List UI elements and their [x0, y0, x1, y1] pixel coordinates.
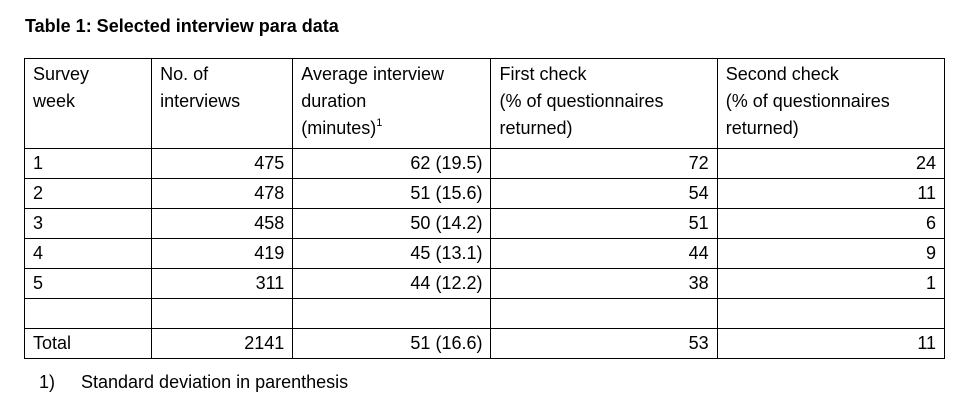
cell-total-first-check: 53 — [490, 328, 718, 359]
table-row: 4 419 45 (13.1) 44 9 — [23, 238, 946, 269]
cell-interviews: 458 — [151, 208, 294, 239]
table-row: 5 311 44 (12.2) 38 1 — [23, 268, 946, 299]
cell-week: 1 — [23, 148, 153, 179]
cell-first-check: 38 — [490, 268, 718, 299]
cell-second-check: 24 — [716, 148, 946, 179]
cell-interviews: 419 — [151, 238, 294, 269]
cell-first-check: 44 — [490, 238, 718, 269]
table-row: 1 475 62 (19.5) 72 24 — [23, 148, 946, 179]
cell-week: 3 — [23, 208, 153, 239]
cell-second-check: 6 — [716, 208, 946, 239]
cell-total-second-check: 11 — [716, 328, 946, 359]
cell-second-check: 11 — [716, 178, 946, 209]
header-second-check: Second check (% of questionnaires return… — [716, 58, 946, 149]
footnote-ref: 1 — [376, 117, 383, 129]
header-row: Survey week No. of interviews Average in… — [23, 58, 946, 149]
cell-duration: 44 (12.2) — [292, 268, 492, 299]
footnote: 1) Standard deviation in parenthesis — [39, 372, 348, 393]
table-row: 3 458 50 (14.2) 51 6 — [23, 208, 946, 239]
cell-duration: 50 (14.2) — [292, 208, 492, 239]
cell-week: 2 — [23, 178, 153, 209]
cell-first-check: 54 — [490, 178, 718, 209]
header-first-check: First check (% of questionnaires returne… — [490, 58, 718, 149]
header-duration: Average interview duration (minutes)1 — [292, 58, 492, 149]
empty-row — [23, 298, 946, 329]
cell-interviews: 475 — [151, 148, 294, 179]
cell-total-duration: 51 (16.6) — [292, 328, 492, 359]
interview-data-table: Survey week No. of interviews Average in… — [23, 58, 946, 359]
footnote-text: Standard deviation in parenthesis — [81, 372, 349, 392]
cell-week: 5 — [23, 268, 153, 299]
cell-first-check: 51 — [490, 208, 718, 239]
cell-interviews: 478 — [151, 178, 294, 209]
total-row: Total 2141 51 (16.6) 53 11 — [23, 328, 946, 359]
cell-second-check: 1 — [716, 268, 946, 299]
cell-total-label: Total — [23, 328, 153, 359]
header-interviews: No. of interviews — [151, 58, 294, 149]
header-survey-week: Survey week — [23, 58, 153, 149]
cell-interviews: 311 — [151, 268, 294, 299]
table-title: Table 1: Selected interview para data — [25, 16, 339, 36]
footnote-marker: 1) — [39, 372, 56, 392]
table-row: 2 478 51 (15.6) 54 11 — [23, 178, 946, 209]
cell-second-check: 9 — [716, 238, 946, 269]
cell-duration: 62 (19.5) — [292, 148, 492, 179]
cell-total-interviews: 2141 — [151, 328, 294, 359]
cell-week: 4 — [23, 238, 153, 269]
cell-duration: 51 (15.6) — [292, 178, 492, 209]
cell-duration: 45 (13.1) — [292, 238, 492, 269]
cell-first-check: 72 — [490, 148, 718, 179]
